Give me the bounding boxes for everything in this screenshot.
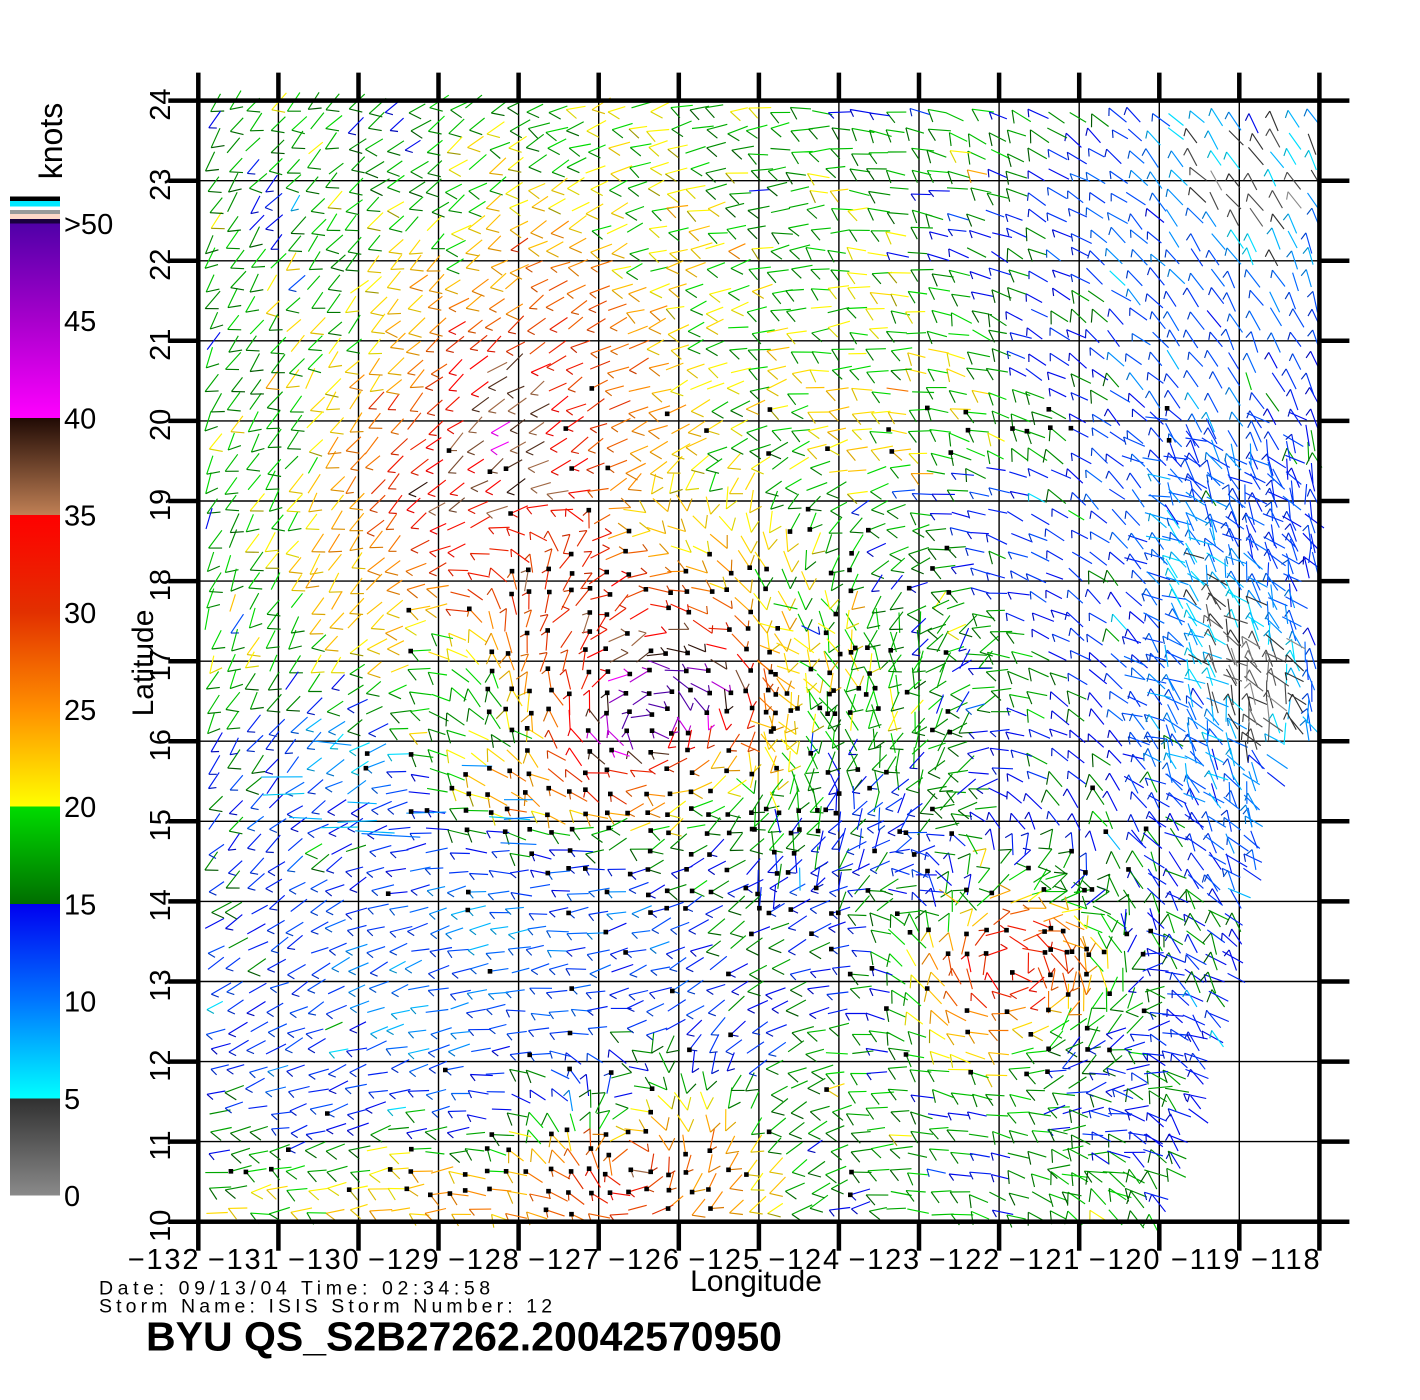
svg-text:Date: 09/13/04 Time: 02:34:5: Date: 09/13/04 Time: 02:34:58 [99,1278,495,1300]
svg-text:Storm Name: ISIS Storm Numbe: Storm Name: ISIS Storm Number: 12 [99,1296,556,1318]
svg-text:−120: −120 [1089,1244,1162,1276]
svg-text:−131: −131 [208,1244,281,1276]
svg-text:17: 17 [145,649,177,681]
svg-text:>50: >50 [64,209,113,241]
svg-text:19: 19 [145,489,177,521]
svg-text:−124: −124 [768,1244,841,1276]
svg-text:35: 35 [64,501,96,533]
svg-text:30: 30 [64,598,96,630]
svg-text:45: 45 [64,306,96,338]
svg-text:15: 15 [145,809,177,841]
svg-text:15: 15 [64,889,96,921]
svg-text:−118: −118 [1251,1244,1321,1276]
svg-text:−126: −126 [608,1244,681,1276]
svg-text:21: 21 [145,329,177,361]
svg-text:12: 12 [145,1049,177,1081]
svg-text:−121: −121 [1009,1244,1082,1276]
svg-text:23: 23 [145,169,177,201]
svg-text:14: 14 [145,889,177,921]
svg-text:−132: −132 [128,1244,201,1276]
svg-text:22: 22 [145,249,177,281]
svg-text:18: 18 [145,569,177,601]
svg-text:−130: −130 [288,1244,361,1276]
svg-text:Latitude: Latitude [127,610,160,717]
svg-text:13: 13 [145,969,177,1001]
svg-text:20: 20 [64,792,96,824]
svg-text:40: 40 [64,403,96,435]
svg-text:knots: knots [33,103,69,179]
svg-text:−129: −129 [368,1244,441,1276]
svg-text:10: 10 [64,987,96,1019]
svg-text:11: 11 [145,1131,177,1161]
svg-text:10: 10 [145,1210,177,1242]
svg-text:−119: −119 [1171,1244,1241,1276]
svg-text:−125: −125 [688,1244,761,1276]
svg-text:Longitude: Longitude [690,1265,822,1298]
svg-text:20: 20 [145,409,177,441]
svg-text:−123: −123 [848,1244,921,1276]
svg-text:BYU QS_S2B27262.20042570950: BYU QS_S2B27262.20042570950 [146,1314,782,1360]
svg-text:24: 24 [145,88,177,120]
svg-text:0: 0 [64,1181,80,1213]
svg-text:−127: −127 [528,1244,601,1276]
svg-text:16: 16 [145,729,177,761]
svg-text:−128: −128 [448,1244,521,1276]
svg-text:−122: −122 [929,1244,1002,1276]
svg-text:25: 25 [64,695,96,727]
svg-text:5: 5 [64,1084,80,1116]
